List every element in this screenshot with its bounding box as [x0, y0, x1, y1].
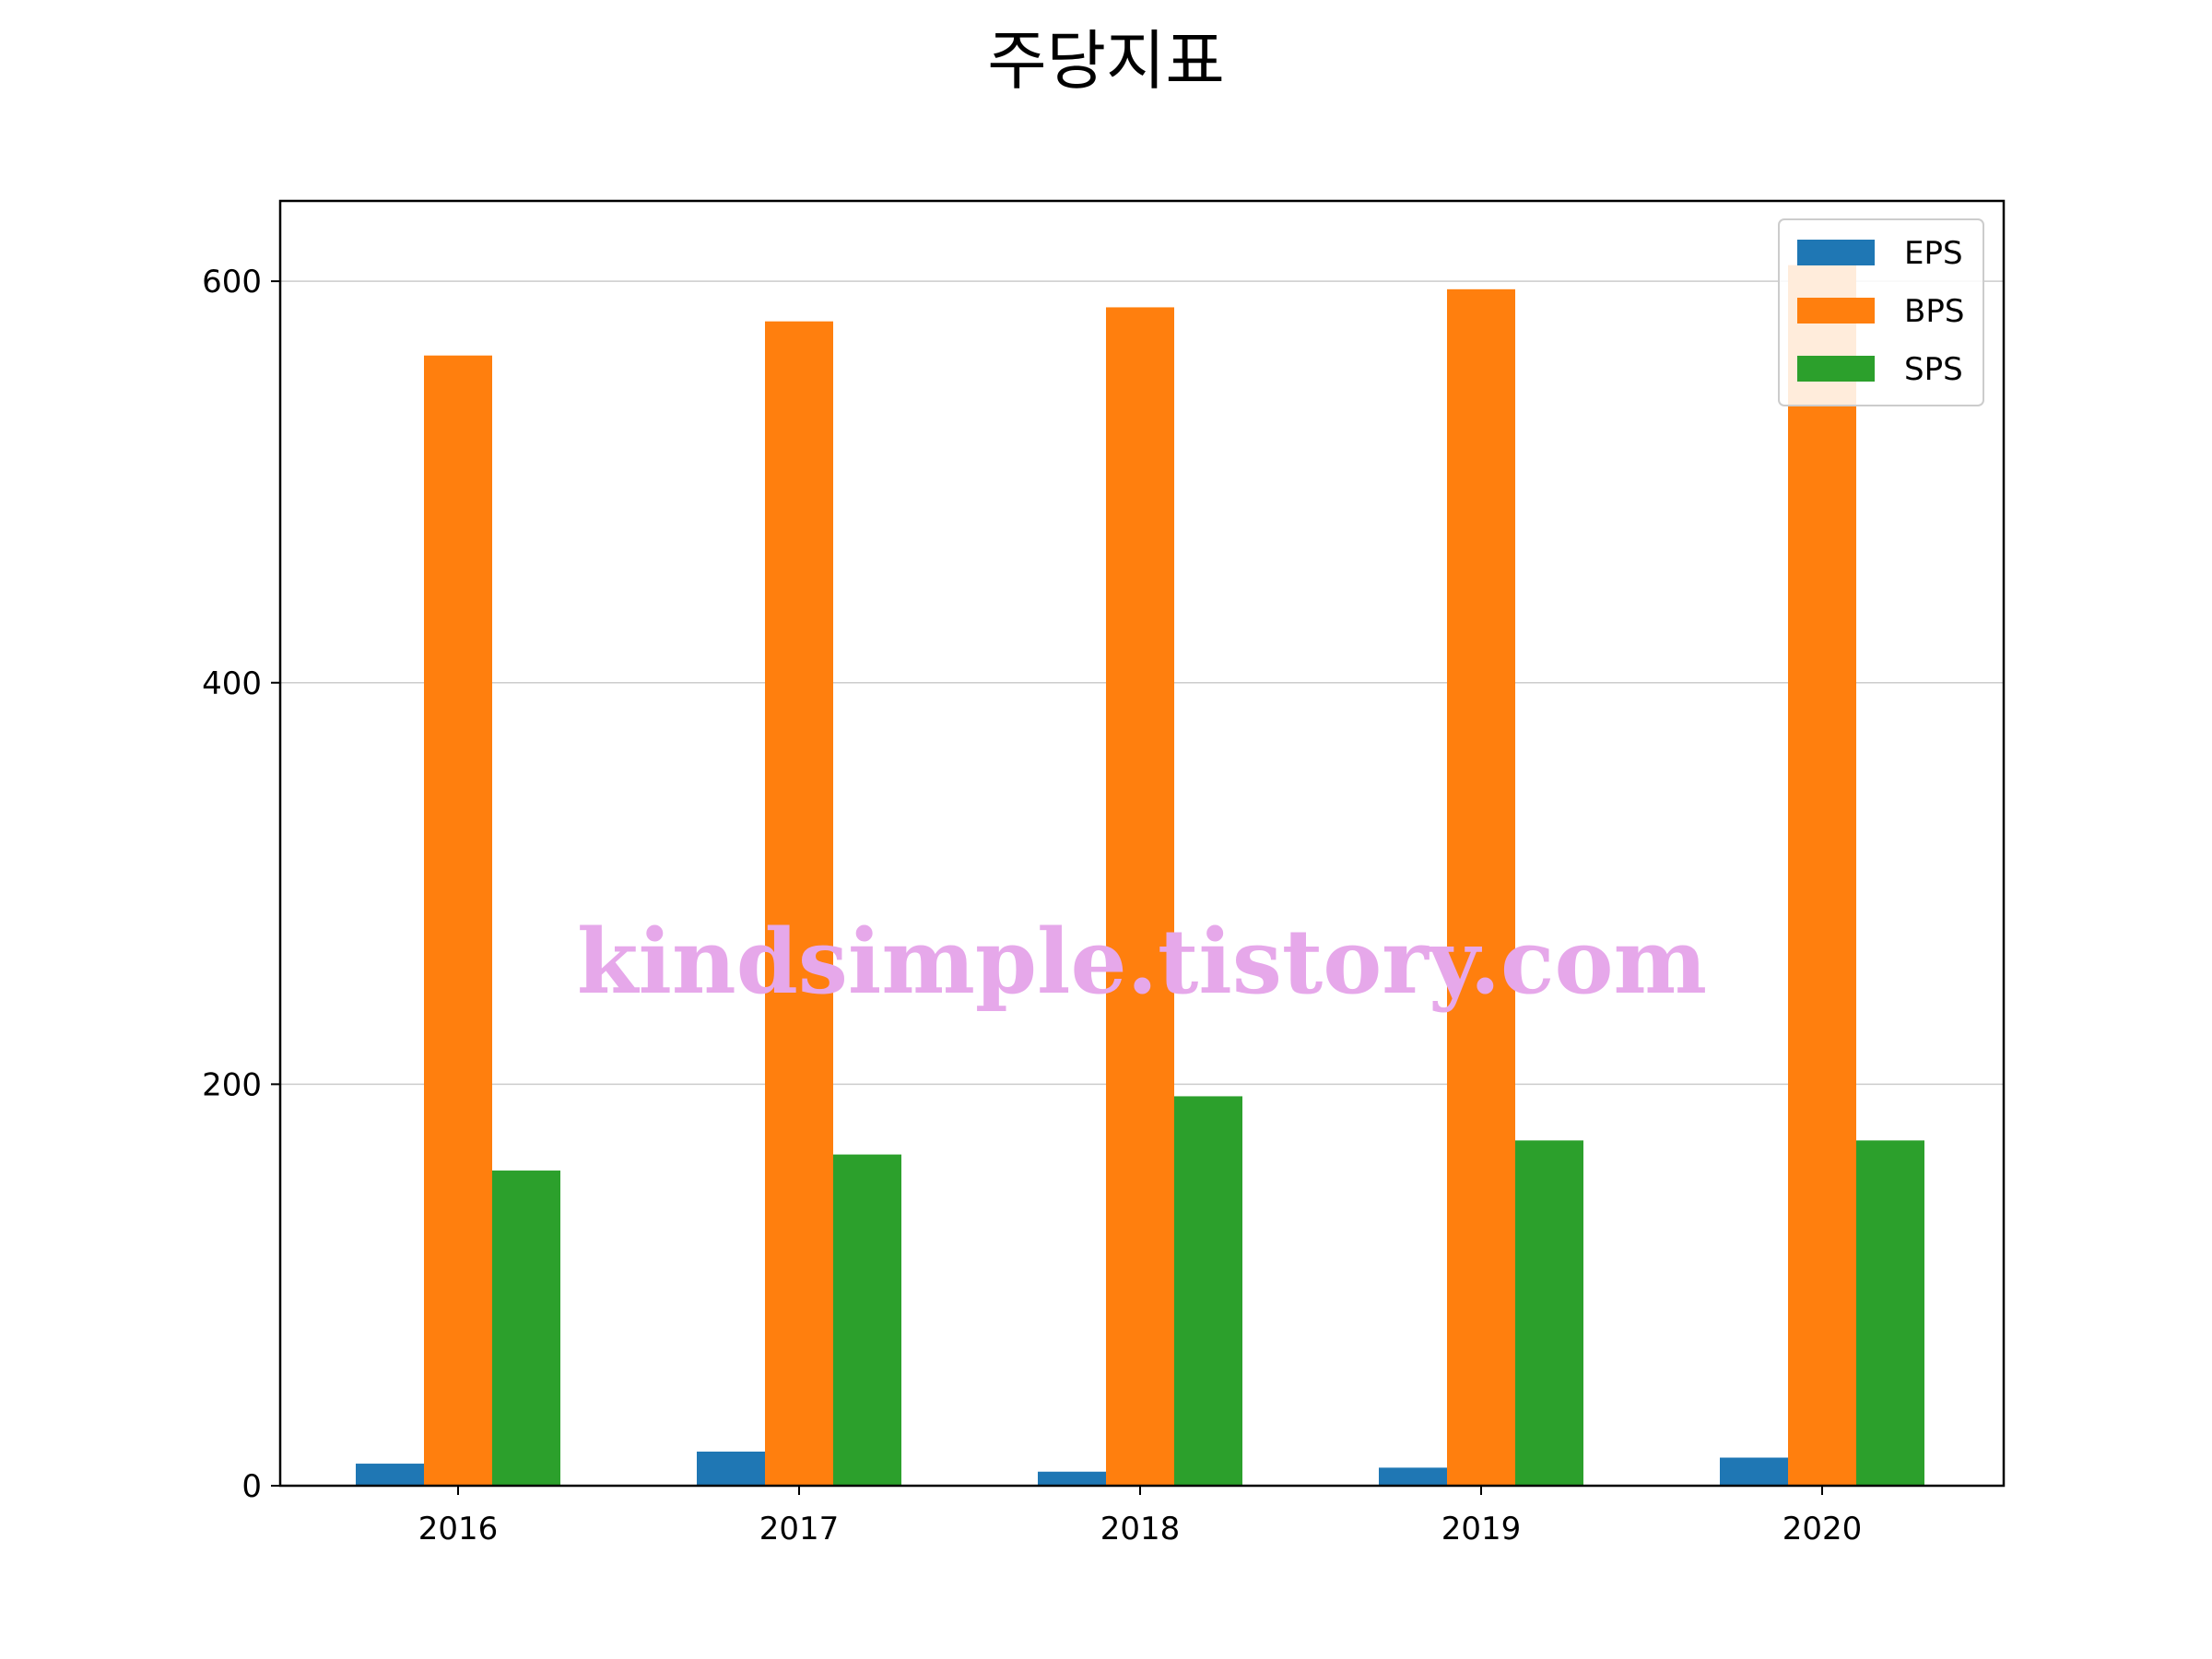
x-axis: 2016 2017 2018 2019 2020	[418, 1486, 1863, 1547]
bar-bps-2017	[765, 321, 833, 1486]
bar-eps-2019	[1379, 1467, 1447, 1486]
bar-eps-2018	[1038, 1471, 1106, 1486]
legend-label-eps: EPS	[1904, 235, 1963, 272]
bar-eps-2020	[1720, 1457, 1788, 1486]
y-tick-label: 400	[202, 665, 262, 702]
bar-eps-2016	[356, 1464, 424, 1486]
legend-swatch-eps	[1797, 240, 1875, 265]
bar-sps-2017	[833, 1154, 901, 1486]
x-tick-label: 2018	[1100, 1511, 1181, 1547]
bar-bps-2018	[1106, 307, 1174, 1486]
legend-label-bps: BPS	[1904, 293, 1964, 330]
x-tick-label: 2016	[418, 1511, 499, 1547]
y-tick-label: 0	[241, 1468, 262, 1505]
chart-title: 주당지표	[987, 23, 1225, 99]
watermark-text: kindsimple.tistory.com	[577, 910, 1707, 1014]
bar-bps-2019	[1447, 288, 1515, 1486]
legend-swatch-sps	[1797, 356, 1875, 382]
legend: EPS BPS SPS	[1778, 218, 1984, 406]
x-tick-label: 2019	[1441, 1511, 1522, 1547]
y-tick-label: 200	[202, 1066, 262, 1103]
legend-label-sps: SPS	[1904, 351, 1963, 388]
bars	[356, 265, 1924, 1487]
bar-sps-2019	[1515, 1140, 1583, 1486]
bar-sps-2020	[1856, 1140, 1924, 1486]
x-tick-label: 2020	[1783, 1511, 1863, 1547]
plot-frame	[278, 199, 2006, 1488]
legend-swatch-bps	[1797, 298, 1875, 324]
x-tick-label: 2017	[759, 1511, 840, 1547]
y-axis: 0 200 400 600	[202, 264, 280, 1505]
y-tick-label: 600	[202, 264, 262, 300]
bar-bps-2016	[424, 355, 492, 1487]
bar-bps-2020	[1788, 265, 1856, 1487]
bar-eps-2017	[697, 1451, 765, 1486]
bar-sps-2018	[1174, 1096, 1242, 1486]
bar-sps-2016	[492, 1171, 560, 1486]
